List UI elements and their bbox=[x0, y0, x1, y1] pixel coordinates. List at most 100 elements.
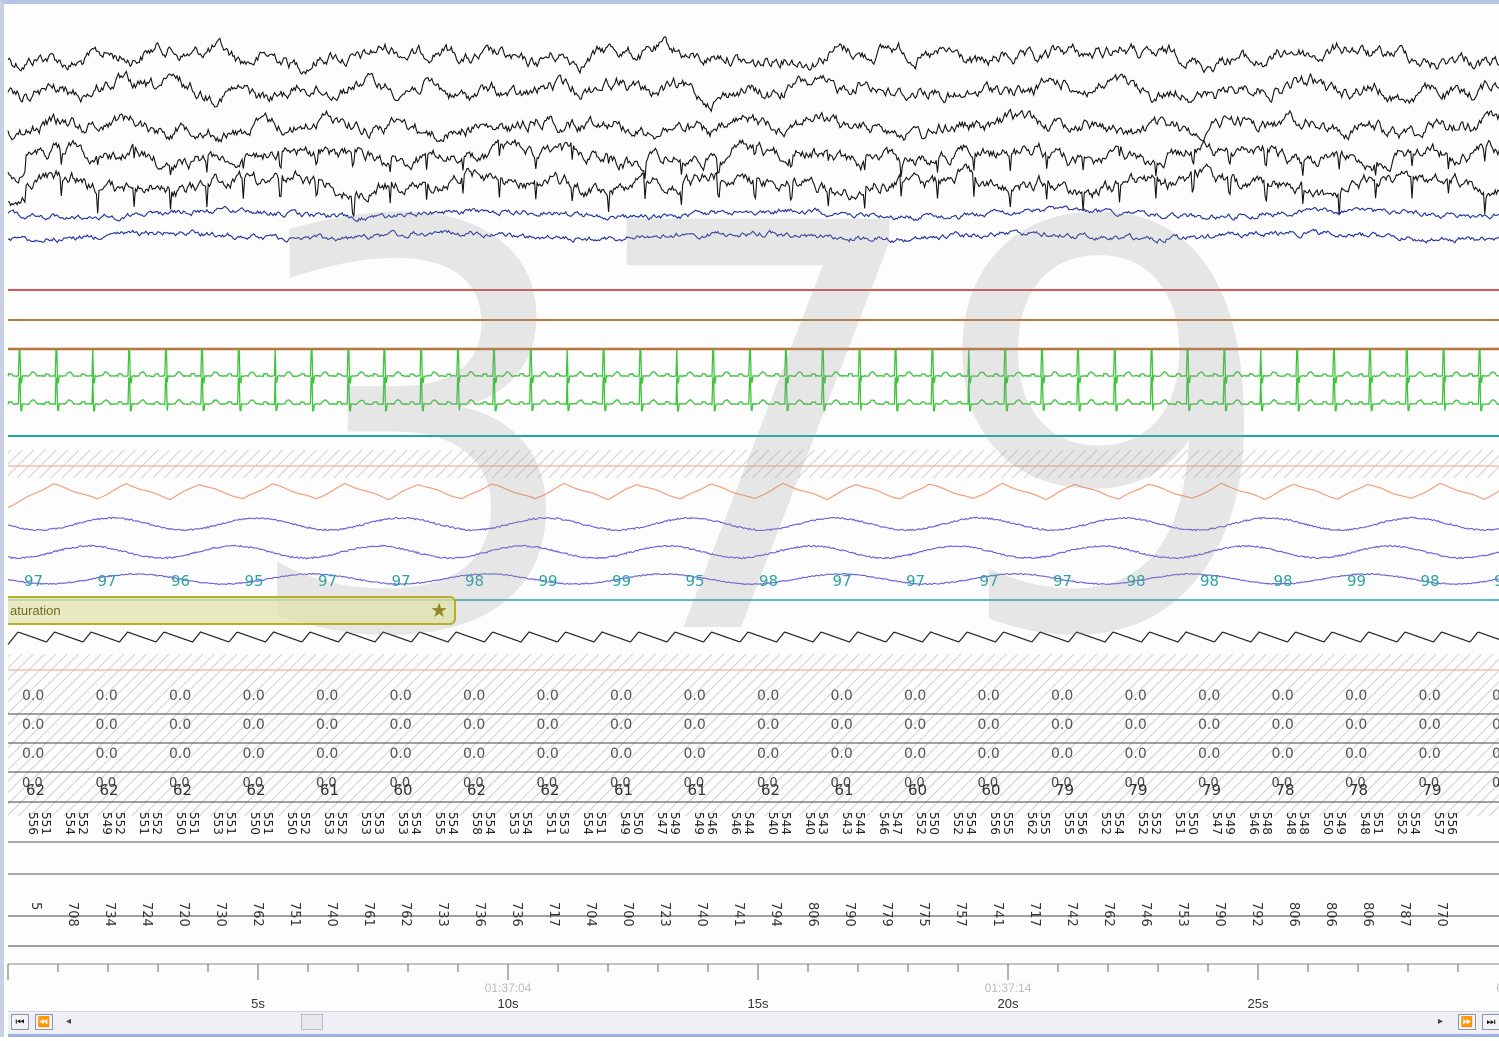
desaturation-event[interactable]: aturation ★ bbox=[8, 596, 456, 625]
row12-value: 736 bbox=[509, 902, 524, 927]
row12-value: 742 bbox=[1064, 902, 1079, 927]
spo2-value: 97 bbox=[833, 572, 852, 590]
spo2-value: 97 bbox=[980, 572, 999, 590]
rr-interval-value: 554 bbox=[1112, 812, 1126, 835]
rr-interval-value: 554 bbox=[964, 812, 978, 835]
abdomen-effort bbox=[7, 544, 1499, 560]
row12-value: 762 bbox=[1101, 902, 1116, 927]
next-page-button[interactable]: ⏩ bbox=[1458, 1014, 1476, 1030]
rr-interval-value: 552 bbox=[1099, 812, 1113, 835]
pulse-value: 61 bbox=[835, 781, 854, 799]
rr-interval-value: 550 bbox=[1321, 812, 1335, 835]
time-second-label: 10s bbox=[498, 996, 519, 1011]
airflow-channel bbox=[7, 482, 1499, 509]
rr-interval-value: 554 bbox=[520, 812, 534, 835]
rr-interval-value: 550 bbox=[174, 812, 188, 835]
pulse-overlay-value: 0.0 bbox=[390, 776, 411, 791]
pulse-value: 62 bbox=[173, 781, 192, 799]
zero-value: 0.0 bbox=[978, 746, 1000, 762]
rr-interval-value: 547 bbox=[1210, 812, 1224, 835]
hatch-band-2 bbox=[8, 654, 1499, 816]
zero-value: 0.0 bbox=[316, 688, 338, 704]
zero-value: 0.0 bbox=[96, 746, 118, 762]
rr-interval-value: 553 bbox=[211, 812, 225, 835]
rr-interval-value: 552 bbox=[150, 812, 164, 835]
row12-value: 736 bbox=[472, 902, 487, 927]
zero-value: 0.0 bbox=[1272, 688, 1294, 704]
zero-value: 0.0 bbox=[1419, 717, 1441, 733]
time-scrollbar[interactable]: ⏮ ⏪ ◂ ▸ ⏩ ⏭ bbox=[8, 1011, 1499, 1037]
row12-value: 751 bbox=[287, 902, 302, 927]
rr-interval-value: 551 bbox=[544, 812, 558, 835]
zero-value: 0.0 bbox=[96, 717, 118, 733]
row12-value: 806 bbox=[805, 902, 820, 927]
rr-interval-value: 553 bbox=[557, 812, 571, 835]
spo2-value: 96 bbox=[171, 572, 190, 590]
rr-interval-value: 549 bbox=[668, 812, 682, 835]
pulse-value: 62 bbox=[26, 781, 45, 799]
rr-interval-value: 556 bbox=[988, 812, 1002, 835]
hatch-band-1 bbox=[8, 450, 1499, 478]
row12-value: 724 bbox=[139, 902, 154, 927]
rr-interval-value: 548 bbox=[1358, 812, 1372, 835]
row12-value: 741 bbox=[990, 902, 1005, 927]
pulse-value: 79 bbox=[1423, 781, 1442, 799]
scroll-left-icon[interactable]: ◂ bbox=[66, 1016, 72, 1027]
rr-interval-value: 546 bbox=[1247, 812, 1261, 835]
zero-value: 0.0 bbox=[684, 688, 706, 704]
last-page-button[interactable]: ⏭ bbox=[1482, 1014, 1499, 1030]
spo2-value: 98 bbox=[1274, 572, 1293, 590]
row12-value: 740 bbox=[694, 902, 709, 927]
pulse-value: 7 bbox=[1496, 781, 1499, 799]
signal-traces: 97 97 96 95 97 97 98 99 99 95 98 97 97 97 97 98 98 98 99 98… bbox=[7, 36, 1499, 1011]
zero-value: 0.0 bbox=[1345, 688, 1367, 704]
rr-interval-value: 549 bbox=[1334, 812, 1348, 835]
rr-interval-value: 549 bbox=[100, 812, 114, 835]
pulse-overlay-value: 0.0 bbox=[96, 776, 117, 791]
spo2-value: 9 bbox=[1494, 572, 1499, 590]
eeg-channel-3 bbox=[7, 108, 1499, 143]
row12-value: 730 bbox=[213, 902, 228, 927]
rr-interval-value: 552 bbox=[951, 812, 965, 835]
row12-value: 753 bbox=[1175, 902, 1190, 927]
rr-interval-value: 550 bbox=[1186, 812, 1200, 835]
scroll-thumb[interactable] bbox=[301, 1014, 323, 1030]
scroll-right-icon[interactable]: ▸ bbox=[1438, 1016, 1444, 1027]
spo2-value: 97 bbox=[1053, 572, 1072, 590]
pulse-overlay-value: 0.0 bbox=[904, 776, 925, 791]
zero-value: 0.0 bbox=[610, 746, 632, 762]
rr-interval-value: 553 bbox=[372, 812, 386, 835]
zero-value: 0.0 bbox=[390, 688, 412, 704]
zero-value: 0.0 bbox=[169, 717, 191, 733]
time-second-label: 15s bbox=[748, 996, 769, 1011]
waveform-group bbox=[7, 36, 1499, 671]
zero-value: 0.0 bbox=[316, 746, 338, 762]
row12-value: 723 bbox=[657, 902, 672, 927]
rr-interval-value: 562 bbox=[1025, 812, 1039, 835]
eeg-channel-4 bbox=[7, 138, 1499, 184]
eog-channel-2 bbox=[7, 228, 1499, 244]
zero-value: 0.0 bbox=[1125, 688, 1147, 704]
pulse-value: 79 bbox=[1129, 781, 1148, 799]
rr-interval-value: 552 bbox=[76, 812, 90, 835]
first-page-button[interactable]: ⏮ bbox=[11, 1014, 29, 1030]
rr-interval-value: 551 bbox=[224, 812, 238, 835]
rr-interval-value: 551 bbox=[137, 812, 151, 835]
prev-page-button[interactable]: ⏪ bbox=[35, 1014, 53, 1030]
spo2-value: 97 bbox=[98, 572, 117, 590]
pulse-overlay-value: 0.0 bbox=[1051, 776, 1072, 791]
rr-interval-value: 547 bbox=[655, 812, 669, 835]
spo2-value: 97 bbox=[24, 572, 43, 590]
spo2-value: 97 bbox=[392, 572, 411, 590]
star-icon[interactable]: ★ bbox=[430, 600, 448, 622]
spo2-value: 98 bbox=[1200, 572, 1219, 590]
row12-value: 792 bbox=[1249, 902, 1264, 927]
zero-value: 0.0 bbox=[243, 717, 265, 733]
row12-value: 717 bbox=[546, 902, 561, 927]
zero-value: 0.0 bbox=[757, 688, 779, 704]
row12-value: 779 bbox=[879, 902, 894, 927]
rr-interval-value: 556 bbox=[1075, 812, 1089, 835]
row12-value: 741 bbox=[731, 902, 746, 927]
zero-value: 0.0 bbox=[463, 688, 485, 704]
